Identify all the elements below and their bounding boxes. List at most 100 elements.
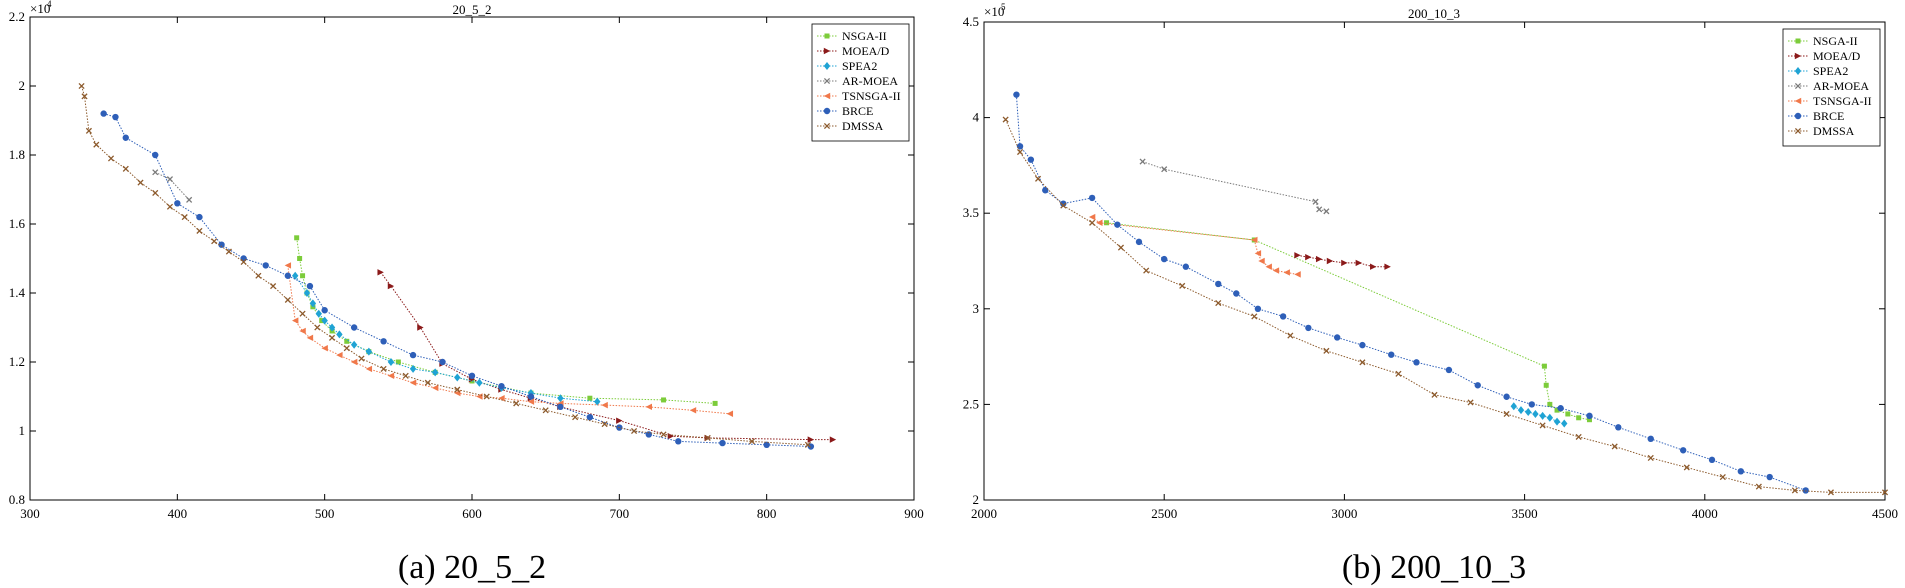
chart-a-point-brce (380, 338, 387, 345)
chart-a-point-tsnsga-ii (689, 407, 697, 414)
chart-b-point-dmssa (1215, 300, 1222, 307)
chart-a-point-nsga-ii (344, 338, 350, 344)
chart-b-point-moea-d (1326, 257, 1334, 265)
chart-a-point-dmssa (483, 393, 490, 400)
chart-a-point-brce (675, 438, 682, 445)
chart-a-point-tsnsga-ii (498, 395, 505, 402)
chart-b-point-dmssa (1002, 116, 1009, 123)
chart-a-point-brce (100, 110, 107, 117)
chart-b-point-spea2 (1539, 411, 1546, 420)
chart-a-legend-entry-nsga-ii: NSGA-II (817, 29, 887, 43)
chart-b-point-brce (1279, 313, 1287, 320)
chart-a-point-brce (321, 307, 328, 314)
chart-b-point-dmssa (1539, 422, 1546, 429)
chart-a-legend-label: TSNSGA-II (842, 89, 901, 103)
chart-a-point-dmssa (299, 310, 306, 317)
chart-a-point-dmssa (255, 272, 262, 279)
chart-a-legend-entry-tsnsga-ii: TSNSGA-II (817, 89, 901, 103)
chart-a-point-dmssa (660, 431, 667, 438)
chart-b-point-nsga-ii (1541, 363, 1547, 369)
chart-a-point-brce (763, 441, 770, 448)
chart-b-point-brce (1182, 263, 1190, 270)
chart-b-point-nsga-ii (1586, 417, 1592, 423)
chart-a-point-moea-d (377, 269, 384, 276)
chart-a-point-tsnsga-ii (321, 345, 328, 352)
chart-b-point-spea2 (1517, 406, 1525, 415)
chart-a-legend-label: SPEA2 (842, 59, 877, 73)
chart-a-legend: NSGA-IIMOEA/DSPEA2AR-MOEATSNSGA-IIBRCEDM… (811, 23, 910, 142)
chart-a-legend-marker (823, 77, 831, 85)
chart-a-y-tick-label: 1 (19, 423, 26, 438)
chart-b-x-tick-label: 2500 (1151, 506, 1177, 521)
chart-b-legend-marker (1794, 52, 1802, 60)
chart-b-y-tick-label: 2.5 (963, 396, 979, 411)
chart-a-point-brce (152, 151, 159, 159)
chart-b-point-spea2 (1510, 402, 1517, 411)
chart-a-legend-label: AR-MOEA (842, 74, 898, 88)
chart-a-x-tick-label: 700 (610, 506, 630, 521)
chart-b-point-ar-moea (1312, 198, 1319, 205)
chart-b-point-brce (1474, 382, 1481, 389)
chart-a-point-tsnsga-ii (726, 410, 734, 417)
chart-b-legend-label: TSNSGA-II (1813, 94, 1872, 108)
chart-a-legend-entry-ar-moea: AR-MOEA (817, 74, 898, 88)
chart-a-point-dmssa (270, 283, 277, 290)
chart-b-point-dmssa (1719, 473, 1726, 481)
chart-b-point-dmssa (1359, 359, 1366, 366)
chart-b-point-dmssa (1683, 464, 1690, 471)
chart-a-legend-entry-moea-d: MOEA/D (817, 44, 890, 58)
chart-b-point-brce (1088, 194, 1096, 202)
chart-a-point-spea2 (292, 271, 299, 280)
chart-a-point-brce (645, 431, 652, 438)
chart-b-x-tick-label: 4500 (1872, 506, 1898, 521)
chart-b-point-moea-d (1305, 253, 1312, 261)
chart-b-point-dmssa (1791, 487, 1798, 494)
chart-a-x-ticks: 300 400 500 600 700 800 900 (20, 17, 924, 521)
chart-a-legend-marker (823, 62, 831, 70)
chart-b-legend-entry-spea2: SPEA2 (1788, 64, 1848, 78)
chart-a-point-nsga-ii (395, 359, 401, 365)
chart-a-point-tsnsga-ii (350, 358, 358, 366)
chart-a-point-dmssa (166, 203, 174, 210)
chart-b-point-dmssa (1060, 202, 1067, 209)
chart-a-point-spea2 (476, 378, 483, 387)
chart-b-point-dmssa (1755, 483, 1762, 490)
chart-a-point-brce (174, 200, 181, 207)
chart-b-point-spea2 (1532, 409, 1539, 418)
chart-b-caption: (b) 200_10_3 (1342, 549, 1526, 586)
chart-a-plot-frame (29, 16, 915, 501)
chart-a-y-exponent: ×10 4 (30, 0, 52, 16)
chart-a-point-dmssa (107, 155, 115, 162)
chart-b-point-brce (1027, 156, 1035, 163)
chart-b-point-moea-d (1341, 259, 1348, 267)
chart-a-y-tick-label: 1.4 (9, 285, 26, 300)
chart-b-point-ar-moea (1139, 158, 1146, 165)
chart-a-point-spea2 (387, 358, 395, 366)
chart-a-point-dmssa (328, 334, 336, 341)
chart-a-point-dmssa (748, 438, 755, 445)
chart-a-point-dmssa (196, 227, 203, 234)
chart-a-x-tick-label: 900 (904, 506, 924, 521)
chart-a-point-dmssa (343, 345, 350, 352)
chart-b-series-tsnsga-ii (1088, 213, 1301, 278)
chart-a-point-spea2 (409, 364, 417, 373)
chart-b-point-brce (1557, 405, 1564, 412)
chart-a-series-layer (78, 82, 837, 450)
chart-a-point-brce (498, 382, 505, 390)
chart-a-point-brce (218, 241, 225, 248)
chart-b-point-brce (1766, 473, 1773, 481)
chart-a-point-tsnsga-ii (431, 384, 439, 392)
chart-b-point-brce (1233, 290, 1240, 297)
chart-a-point-nsga-ii (661, 397, 667, 403)
chart-b-point-dmssa (1287, 332, 1294, 339)
chart-a-legend-label: NSGA-II (842, 29, 887, 43)
chart-a-legend-entry-brce: BRCE (817, 104, 873, 118)
chart-a-point-brce (807, 443, 815, 450)
chart-a-point-tsnsga-ii (336, 351, 343, 359)
chart-a-point-dmssa (631, 427, 638, 435)
chart-a-series-ar-moea (152, 169, 193, 203)
chart-b-point-brce (1737, 468, 1745, 475)
chart-b-point-brce (1359, 341, 1366, 349)
chart-b-point-nsga-ii (1565, 411, 1571, 417)
